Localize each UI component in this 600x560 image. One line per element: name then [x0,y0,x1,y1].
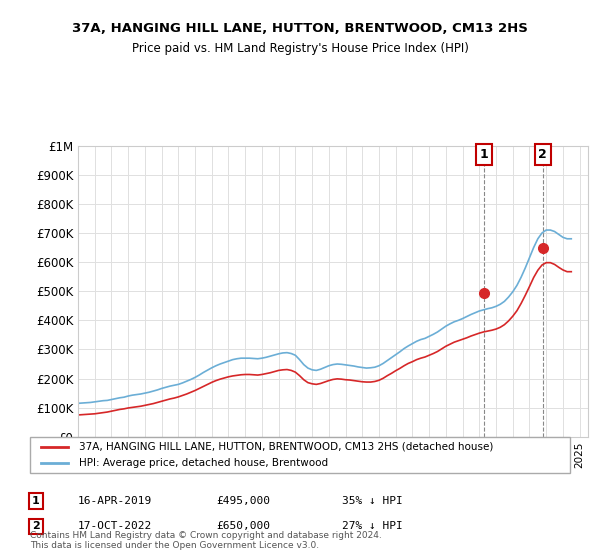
Text: HPI: Average price, detached house, Brentwood: HPI: Average price, detached house, Bren… [79,458,328,468]
Text: £650,000: £650,000 [216,521,270,531]
Text: 2: 2 [538,148,547,161]
Text: 27% ↓ HPI: 27% ↓ HPI [342,521,403,531]
Text: Contains HM Land Registry data © Crown copyright and database right 2024.
This d: Contains HM Land Registry data © Crown c… [30,530,382,550]
Text: 1: 1 [480,148,488,161]
FancyBboxPatch shape [30,437,570,473]
Text: Price paid vs. HM Land Registry's House Price Index (HPI): Price paid vs. HM Land Registry's House … [131,42,469,55]
Text: 35% ↓ HPI: 35% ↓ HPI [342,496,403,506]
Text: 16-APR-2019: 16-APR-2019 [78,496,152,506]
Text: 1: 1 [32,496,40,506]
Text: 2: 2 [32,521,40,531]
Text: £495,000: £495,000 [216,496,270,506]
Text: 37A, HANGING HILL LANE, HUTTON, BRENTWOOD, CM13 2HS: 37A, HANGING HILL LANE, HUTTON, BRENTWOO… [72,22,528,35]
Text: 17-OCT-2022: 17-OCT-2022 [78,521,152,531]
Text: 37A, HANGING HILL LANE, HUTTON, BRENTWOOD, CM13 2HS (detached house): 37A, HANGING HILL LANE, HUTTON, BRENTWOO… [79,442,493,452]
